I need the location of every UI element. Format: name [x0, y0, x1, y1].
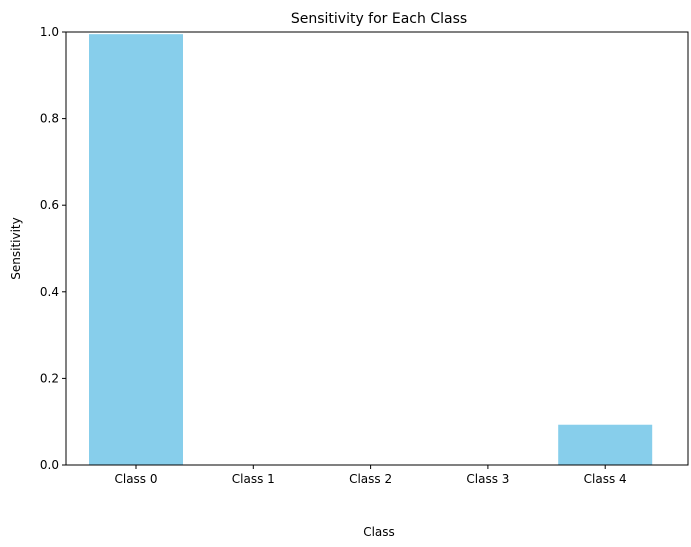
x-tick-label: Class 0	[114, 472, 157, 486]
y-tick-label: 0.8	[40, 112, 59, 126]
y-tick-label: 0.0	[40, 458, 59, 472]
bars-group	[89, 34, 653, 465]
plot-frame	[65, 31, 689, 466]
y-axis-label: Sensitivity	[9, 217, 23, 279]
x-axis-ticks: Class 0 Class 1 Class 2 Class 3 Class 4	[114, 465, 627, 486]
x-tick-label: Class 4	[584, 472, 627, 486]
x-tick-label: Class 2	[349, 472, 392, 486]
x-axis-label: Class	[363, 525, 395, 539]
y-tick-label: 0.6	[40, 198, 59, 212]
y-tick-label: 1.0	[40, 25, 59, 39]
chart-title: Sensitivity for Each Class	[291, 11, 467, 27]
x-tick-label: Class 1	[232, 472, 275, 486]
bar-class-0	[89, 34, 183, 465]
y-tick-label: 0.2	[40, 371, 59, 385]
y-axis-ticks: 0.0 0.2 0.4 0.6 0.8 1.0	[40, 25, 66, 472]
bar-class-4	[558, 424, 653, 465]
y-tick-label: 0.4	[40, 285, 59, 299]
x-tick-label: Class 3	[466, 472, 509, 486]
